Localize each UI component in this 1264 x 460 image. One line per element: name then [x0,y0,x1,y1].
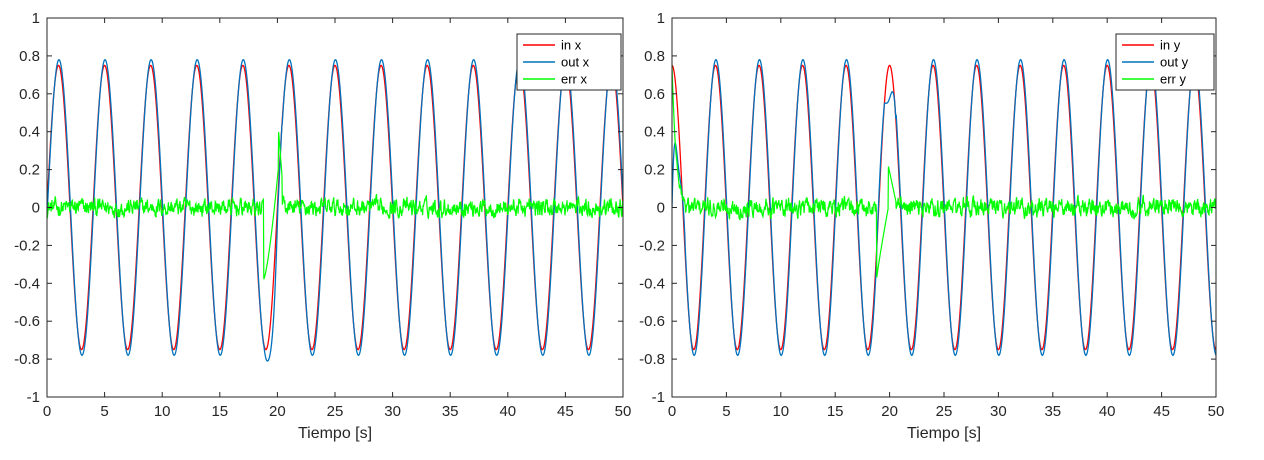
x-tick-label: 15 [211,403,228,420]
y-tick-label: -0.4 [639,275,665,292]
y-tick-label: 1 [32,10,40,27]
y-tick-label: 0.2 [19,162,40,179]
y-tick-label: 0.4 [644,124,665,141]
x-tick-label: 25 [936,403,953,420]
x-tick-label: 25 [327,403,344,420]
y-tick-label: 0 [657,200,665,217]
y-tick-label: 0 [32,200,40,217]
y-tick-label: -0.4 [14,275,40,292]
y-tick-label: -0.8 [639,351,665,368]
x-tick-label: 45 [557,403,574,420]
y-tick-label: -0.2 [639,237,665,254]
x-tick-label: 10 [154,403,171,420]
y-tick-label: -0.6 [639,313,665,330]
x-axis-label: Tiempo [s] [298,425,372,442]
y-tick-label: 0.8 [644,48,665,65]
x-tick-label: 10 [772,403,789,420]
x-tick-label: 0 [668,403,676,420]
y-tick-label: 0.4 [19,124,40,141]
x-tick-label: 50 [1208,403,1225,420]
legend: in y out y err y [1115,33,1215,91]
y-tick-label: 1 [657,10,665,27]
x-tick-label: 20 [881,403,898,420]
y-tick-label: -0.2 [14,237,40,254]
x-tick-label: 35 [1044,403,1061,420]
x-tick-label: 40 [499,403,516,420]
legend-label-err-y: err y [1160,72,1187,87]
x-tick-label: 0 [43,403,51,420]
legend-label-out-x: out x [561,55,590,70]
x-tick-label: 20 [269,403,286,420]
y-tick-label: 0.6 [19,86,40,103]
x-tick-label: 5 [100,403,108,420]
x-tick-label: 45 [1153,403,1170,420]
series-line-out-y [672,58,1216,357]
y-tick-label: 0.2 [644,162,665,179]
y-tick-label: -1 [652,389,665,406]
series-line-err-y [672,65,1216,278]
legend-label-out-y: out y [1160,55,1189,70]
x-tick-label: 40 [1099,403,1116,420]
series-line-out-x [47,58,623,362]
y-tick-label: -1 [27,389,40,406]
y-tick-label: 0.6 [644,86,665,103]
x-tick-label: 5 [722,403,730,420]
x-tick-label: 50 [615,403,632,420]
x-axis-label: Tiempo [s] [907,425,981,442]
series-line-err-x [47,131,623,280]
chart-panel-x: 0 5 10 15 20 25 30 35 40 45 50 -1 -0.8 -0.6 -0.4 -0.2 0 0… [14,10,631,442]
legend-label-err-x: err x [561,72,588,87]
legend-label-in-x: in x [561,38,582,53]
legend: in x out x err x [516,33,622,91]
x-tick-label: 15 [827,403,844,420]
y-tick-label: -0.6 [14,313,40,330]
chart-panel-y: 0 5 10 15 20 25 30 35 40 45 50 -1 -0.8 -0.6 -0.4 -0.2 0 0… [639,10,1224,442]
legend-label-in-y: in y [1160,38,1181,53]
x-tick-label: 30 [990,403,1007,420]
y-tick-label: -0.8 [14,351,40,368]
x-tick-label: 30 [384,403,401,420]
x-tick-label: 35 [442,403,459,420]
y-tick-label: 0.8 [19,48,40,65]
